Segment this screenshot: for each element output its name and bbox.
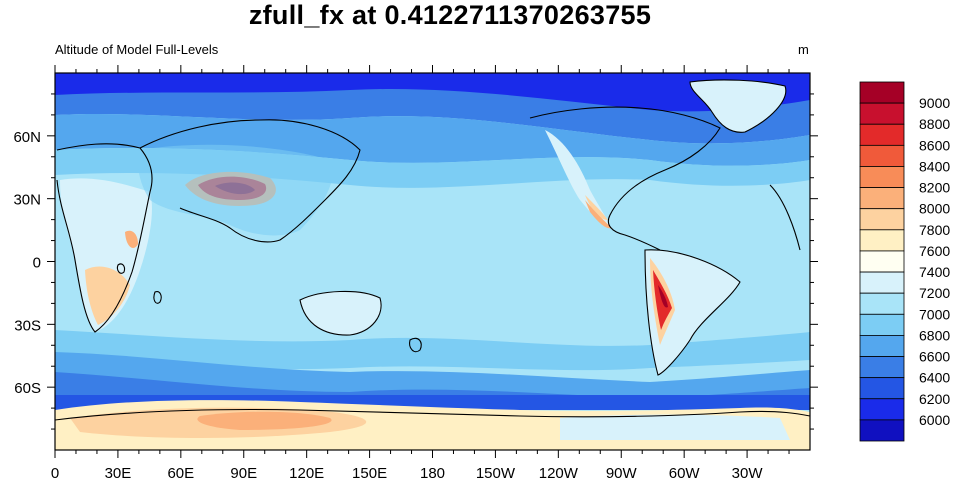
colorbar-swatch (859, 292, 905, 315)
units-label: m (798, 42, 809, 57)
colorbar-swatch (859, 102, 905, 125)
colorbar-label: 7400 (919, 264, 950, 280)
colorbar-swatch (859, 419, 905, 442)
lat-tick-label: 0 (33, 255, 41, 272)
lat-tick-label: 30S (14, 317, 41, 334)
lon-tick-label: 150E (352, 465, 387, 482)
lon-tick-label: 150W (476, 465, 516, 482)
lat-tick-label: 60N (13, 129, 41, 146)
colorbar-swatch (859, 250, 905, 273)
colorbar-swatch (859, 166, 905, 188)
lon-tick-label: 0 (51, 465, 59, 482)
colorbar-swatch (859, 123, 905, 146)
colorbar-swatch (859, 144, 905, 167)
lon-tick-label: 90W (606, 465, 638, 482)
colorbar: 9000 8800 8600 8400 8200 8000 7800 7600 7400 7200… (859, 81, 950, 442)
lon-tick-label: 60E (167, 465, 194, 482)
lon-tick-label: 120W (539, 465, 579, 482)
colorbar-label: 7200 (919, 285, 950, 301)
lat-tick-label: 30N (13, 192, 41, 209)
lon-tick-label: 30E (105, 465, 132, 482)
colorbar-label: 6400 (919, 370, 950, 386)
lon-tick-label: 30W (732, 465, 764, 482)
colorbar-label: 9000 (919, 95, 950, 111)
colorbar-swatch (859, 81, 905, 104)
colorbar-swatch (859, 356, 905, 379)
lat-tick-label: 60S (14, 380, 41, 397)
colorbar-swatch (859, 208, 905, 231)
lon-tick-label: 120E (289, 465, 324, 482)
chart-title: zfull_fx at 0.4122711370263755 (248, 0, 652, 30)
lon-tick-label: 60W (669, 465, 701, 482)
axis-ticks: 0 30E 60E 90E 120E 150E 180 150W 120W 90W 60W 30W 60… (13, 65, 818, 482)
colorbar-label: 7800 (919, 222, 950, 238)
coastlines (55, 79, 810, 421)
colorbar-label: 7000 (919, 306, 950, 322)
colorbar-label: 6200 (919, 391, 950, 407)
colorbar-swatch (859, 335, 905, 357)
colorbar-label: 6000 (919, 412, 950, 428)
colorbar-label: 7600 (919, 243, 950, 259)
colorbar-label: 8600 (919, 137, 950, 153)
height-field (55, 73, 810, 450)
colorbar-label: 8800 (919, 116, 950, 132)
colorbar-label: 6600 (919, 349, 950, 365)
colorbar-swatch (859, 229, 905, 252)
colorbar-label: 8000 (919, 201, 950, 217)
colorbar-swatch (859, 313, 905, 336)
lon-tick-label: 90E (230, 465, 257, 482)
field-long-name: Altitude of Model Full-Levels (55, 42, 219, 57)
colorbar-swatch (859, 398, 905, 421)
colorbar-swatch (859, 187, 905, 210)
colorbar-swatch (859, 271, 905, 294)
colorbar-swatch (859, 377, 905, 400)
colorbar-label: 8200 (919, 180, 950, 196)
colorbar-label: 8400 (919, 158, 950, 174)
lon-tick-label: 180 (420, 465, 445, 482)
colorbar-label: 6800 (919, 327, 950, 343)
